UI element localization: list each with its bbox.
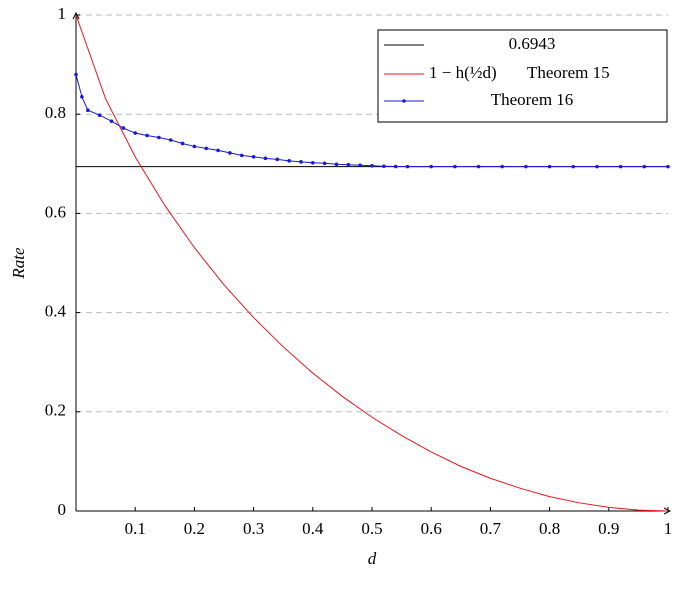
legend-label: 1 − h(½d) — [429, 63, 497, 82]
point — [618, 164, 623, 169]
point — [239, 153, 244, 158]
point — [216, 148, 220, 153]
point — [145, 133, 149, 138]
x-tick-label: 0.1 — [125, 519, 146, 538]
point — [334, 162, 339, 167]
point — [346, 162, 351, 167]
x-tick-label: 0.8 — [539, 519, 560, 538]
point — [311, 161, 315, 165]
legend: 0.6943 1 − h(½d) Theorem 15 Theorem 16 — [377, 29, 668, 123]
point — [547, 164, 552, 169]
point — [275, 157, 280, 162]
point — [97, 113, 102, 117]
y-tick-label: 0 — [58, 500, 67, 519]
point — [121, 126, 126, 130]
point — [322, 161, 327, 166]
point — [642, 164, 647, 169]
point — [80, 95, 84, 99]
legend-marker — [402, 99, 406, 103]
x-tick-label: 0.4 — [302, 519, 324, 538]
y-tick-label: 1 — [58, 4, 67, 23]
y-axis-arrow — [72, 11, 80, 20]
series-line — [75, 14, 669, 512]
x-tick-label: 1 — [664, 519, 673, 538]
point — [287, 159, 291, 163]
point — [358, 163, 362, 168]
point — [299, 160, 303, 164]
y-tick-label: 0.6 — [45, 202, 66, 221]
point — [74, 72, 78, 77]
point — [180, 141, 185, 146]
x-tick-label: 0.6 — [421, 519, 442, 538]
point — [524, 164, 528, 169]
point — [382, 164, 386, 169]
point — [251, 155, 256, 159]
point — [666, 164, 670, 169]
point — [263, 156, 268, 161]
x-tick-label: 0.7 — [480, 519, 502, 538]
point — [405, 164, 410, 169]
legend-label: 0.6943 — [509, 34, 556, 53]
legend-note: Theorem 15 — [527, 63, 610, 82]
y-tick-label: 0.2 — [45, 401, 66, 420]
y-tick-label: 0.8 — [45, 103, 66, 122]
point — [192, 144, 197, 149]
legend-label: Theorem 16 — [491, 90, 574, 109]
x-tick-label: 0.2 — [184, 519, 205, 538]
point — [429, 164, 434, 169]
point — [476, 164, 481, 169]
point — [157, 135, 161, 140]
point — [228, 151, 232, 155]
point — [500, 164, 505, 169]
point — [133, 131, 137, 135]
point — [204, 146, 209, 151]
point — [109, 119, 114, 123]
point — [453, 164, 457, 169]
x-tick-label: 0.9 — [598, 519, 619, 538]
point — [168, 138, 173, 142]
x-axis-arrow — [663, 507, 672, 515]
point — [370, 163, 374, 168]
y-tick-label: 0.4 — [45, 302, 67, 321]
point — [595, 164, 599, 169]
point — [86, 108, 90, 113]
point — [571, 164, 576, 169]
x-axis-label: d — [368, 549, 377, 568]
y-axis-label: Rate — [9, 247, 28, 280]
x-tick-label: 0.3 — [243, 519, 264, 538]
point — [393, 164, 398, 169]
x-tick-label: 0.5 — [361, 519, 382, 538]
legend-box — [377, 29, 668, 123]
